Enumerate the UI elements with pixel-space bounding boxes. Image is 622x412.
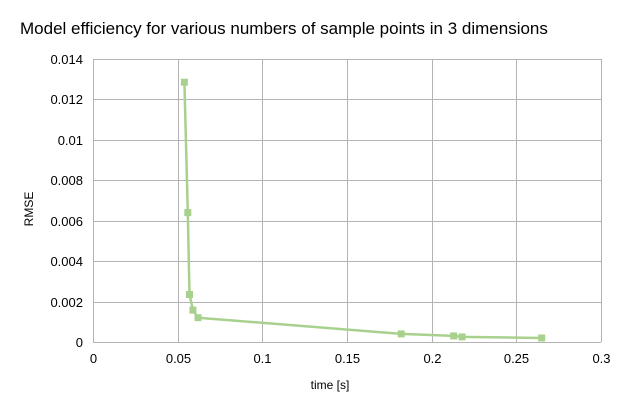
x-tick-label: 0.1 — [253, 351, 271, 366]
y-tick-label: 0.006 — [50, 214, 83, 229]
data-point — [184, 209, 192, 217]
data-point — [397, 330, 405, 338]
y-tick-label: 0.014 — [50, 52, 83, 67]
y-axis-title: RMSE — [22, 192, 36, 227]
x-tick-label: 0.05 — [166, 351, 191, 366]
data-point — [186, 291, 193, 298]
data-point — [458, 333, 466, 341]
x-axis-title: time [s] — [311, 378, 350, 392]
grid-lines — [93, 59, 602, 343]
axis-labels: 0 0.002 0.004 0.006 0.008 0.01 0.012 0.014 0 0.05… — [50, 52, 610, 366]
x-tick-label: 0.25 — [504, 351, 529, 366]
x-tick-label: 0.3 — [592, 351, 610, 366]
data-point — [538, 334, 546, 342]
data-point — [194, 314, 202, 322]
data-point — [180, 78, 188, 86]
y-tick-label: 0.002 — [50, 295, 83, 310]
y-tick-label: 0.012 — [50, 92, 83, 107]
y-tick-label: 0 — [76, 335, 83, 350]
series-layer — [180, 78, 546, 342]
x-tick-label: 0.2 — [423, 351, 441, 366]
y-tick-label: 0.01 — [58, 133, 83, 148]
y-tick-label: 0.008 — [50, 173, 83, 188]
x-tick-label: 0 — [90, 351, 97, 366]
data-point — [450, 332, 458, 340]
chart-title: Model efficiency for various numbers of … — [20, 19, 548, 38]
data-point — [189, 306, 197, 314]
x-tick-label: 0.15 — [335, 351, 360, 366]
y-tick-label: 0.004 — [50, 254, 83, 269]
